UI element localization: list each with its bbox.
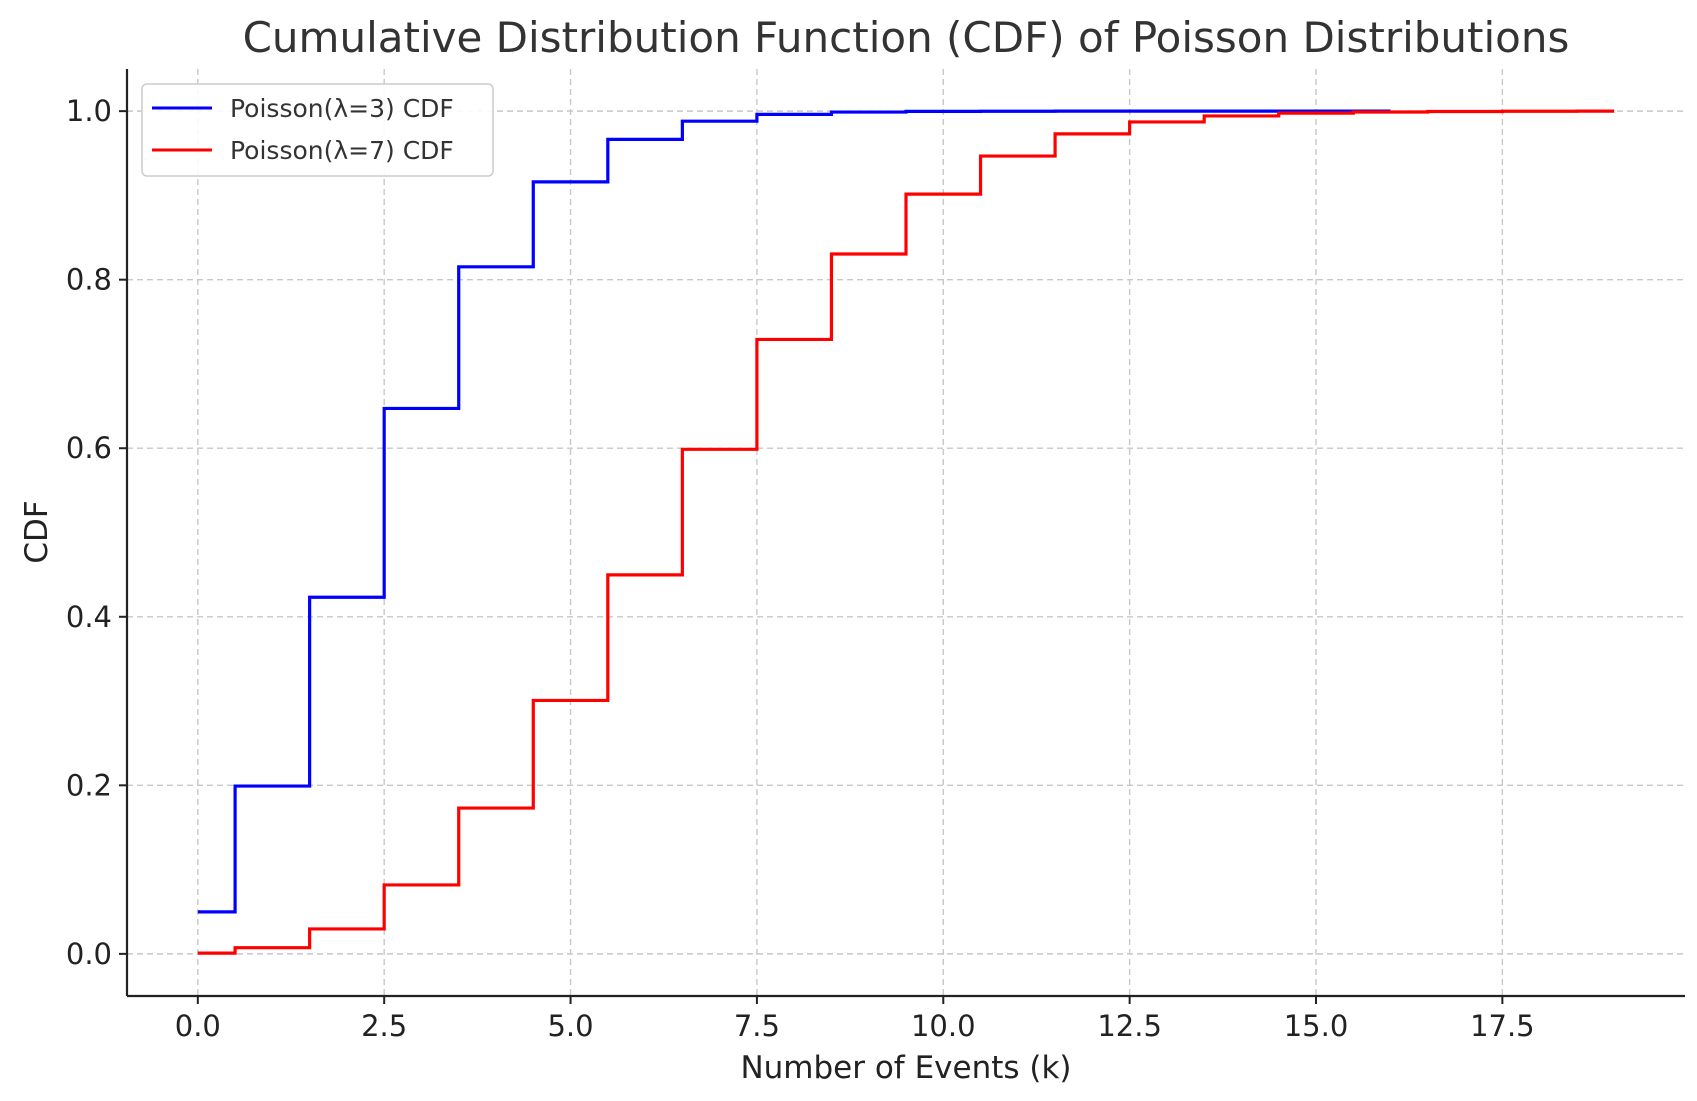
x-tick-label: 17.5 — [1470, 1009, 1535, 1043]
legend-box — [141, 83, 494, 177]
x-tick-label: 15.0 — [1284, 1009, 1349, 1043]
x-tick-label: 0.0 — [175, 1009, 221, 1043]
grid — [127, 69, 1685, 996]
chart-title: Cumulative Distribution Function (CDF) o… — [243, 13, 1570, 62]
y-tick-label: 0.0 — [66, 937, 112, 971]
x-ticks: 0.0 2.5 5.0 7.5 10.0 12.5 15.0 17.5 — [175, 996, 1535, 1043]
series-lines — [197, 109, 1615, 955]
y-ticks: 0.0 0.2 0.4 0.6 0.8 1.0 — [66, 94, 127, 971]
x-tick-label: 12.5 — [1097, 1009, 1162, 1043]
x-tick-label: 7.5 — [734, 1009, 780, 1043]
legend-label-lambda-7: Poisson(λ=7) CDF — [230, 136, 454, 165]
x-tick-label: 2.5 — [361, 1009, 407, 1043]
y-axis-label: CDF — [19, 500, 55, 563]
axes — [125, 69, 1685, 998]
x-axis-label: Number of Events (k) — [740, 1050, 1071, 1086]
series-line-0 — [197, 109, 1391, 914]
legend-label-lambda-3: Poisson(λ=3) CDF — [230, 94, 454, 123]
y-tick-label: 0.6 — [66, 431, 112, 465]
x-tick-label: 10.0 — [911, 1009, 976, 1043]
y-tick-label: 0.2 — [66, 768, 112, 802]
y-tick-label: 0.4 — [66, 600, 112, 634]
y-tick-label: 1.0 — [66, 94, 112, 128]
series-line-1 — [197, 109, 1615, 955]
legend: Poisson(λ=3) CDF Poisson(λ=7) CDF — [141, 83, 494, 177]
y-tick-label: 0.8 — [66, 263, 112, 297]
x-tick-label: 5.0 — [547, 1009, 593, 1043]
